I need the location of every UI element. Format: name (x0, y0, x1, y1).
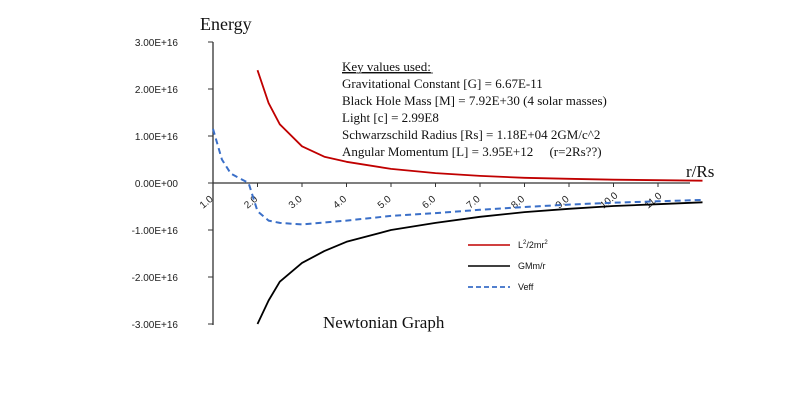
y-tick-label: 3.00E+16 (135, 38, 179, 49)
annotation-line-4: Schwarzschild Radius [Rs] = 1.18E+04 2GM… (342, 127, 600, 142)
y-axis-label: Energy (200, 14, 252, 34)
series-line-veff (212, 128, 703, 226)
legend-label-kinetic: L2/2mr2 (518, 240, 548, 250)
annotation-line-3: Light [c] = 2.99E8 (342, 110, 439, 125)
x-tick-label: 6.0 (420, 194, 438, 212)
y-ticks: 3.00E+16 2.00E+16 1.00E+16 0.00E+00 -1.00E+1… (132, 38, 213, 331)
annotation-line-1: Gravitational Constant [G] = 6.67E-11 (342, 76, 543, 91)
y-tick-label: 2.00E+16 (135, 85, 179, 96)
x-axis-label: r/Rs (686, 162, 714, 181)
legend: L2/2mr2 GMm/r Veff (468, 240, 548, 292)
annotation-line-2: Black Hole Mass [M] = 7.92E+30 (4 solar … (342, 93, 607, 108)
legend-label-gravity: GMm/r (518, 261, 546, 271)
series-layer (212, 69, 703, 325)
legend-label-veff: Veff (518, 282, 534, 292)
chart-title: Newtonian Graph (323, 313, 445, 332)
y-tick-label: 1.00E+16 (135, 132, 179, 143)
series-line-gravity (256, 201, 703, 325)
y-tick-label: -3.00E+16 (132, 320, 179, 331)
annotation-line-5: Angular Momentum [L] = 3.95E+12 (r=2Rs??… (342, 144, 602, 159)
y-tick-label: -2.00E+16 (132, 273, 179, 284)
x-tick-label: 7.0 (465, 194, 483, 212)
x-tick-label: 4.0 (331, 194, 349, 212)
x-tick-label: 10.0 (598, 190, 620, 211)
x-tick-label: 5.0 (376, 194, 394, 212)
y-tick-label: 0.00E+00 (135, 179, 179, 190)
y-tick-label: -1.00E+16 (132, 226, 179, 237)
x-tick-label: 3.0 (287, 194, 305, 212)
annotation-block: Key values used: Gravitational Constant … (342, 59, 607, 159)
series-line-kinetic (256, 69, 703, 182)
x-tick-label: 8.0 (509, 194, 527, 212)
annotation-heading: Key values used: (342, 59, 431, 74)
